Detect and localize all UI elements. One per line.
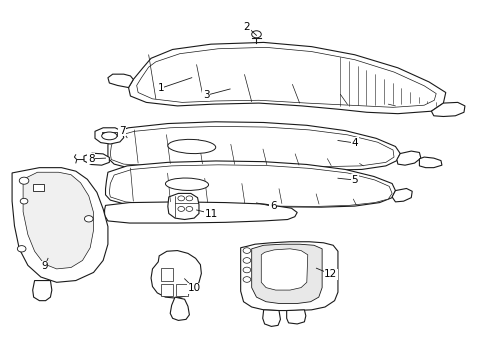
Circle shape: [243, 267, 250, 273]
Polygon shape: [12, 168, 108, 282]
Polygon shape: [262, 310, 280, 327]
Polygon shape: [137, 48, 435, 107]
Circle shape: [185, 207, 192, 211]
Polygon shape: [240, 242, 337, 311]
Polygon shape: [396, 151, 420, 165]
Circle shape: [251, 31, 261, 38]
Polygon shape: [128, 42, 445, 114]
Text: 1: 1: [157, 83, 163, 93]
Polygon shape: [108, 74, 133, 87]
Polygon shape: [160, 284, 172, 296]
Polygon shape: [391, 189, 411, 202]
Ellipse shape: [167, 139, 215, 154]
Polygon shape: [160, 268, 172, 280]
Polygon shape: [23, 172, 93, 269]
Circle shape: [178, 196, 184, 201]
Text: 4: 4: [351, 138, 357, 148]
Text: 11: 11: [204, 208, 217, 219]
Text: 10: 10: [187, 283, 201, 293]
Polygon shape: [104, 202, 297, 223]
Polygon shape: [110, 126, 393, 167]
Circle shape: [17, 246, 26, 252]
Circle shape: [178, 207, 184, 211]
Circle shape: [243, 258, 250, 263]
Circle shape: [185, 196, 192, 201]
Circle shape: [243, 277, 250, 282]
Polygon shape: [84, 153, 109, 165]
Polygon shape: [33, 280, 52, 301]
Polygon shape: [151, 251, 201, 298]
Text: 6: 6: [269, 202, 276, 211]
Ellipse shape: [165, 178, 208, 190]
Circle shape: [19, 177, 29, 184]
Polygon shape: [108, 122, 399, 170]
Polygon shape: [167, 193, 199, 220]
Text: 2: 2: [243, 22, 250, 32]
Circle shape: [20, 198, 28, 204]
Text: 5: 5: [351, 175, 357, 185]
Polygon shape: [33, 184, 44, 191]
Polygon shape: [430, 102, 464, 117]
Text: 12: 12: [324, 269, 337, 279]
Text: 9: 9: [41, 261, 48, 271]
Polygon shape: [419, 157, 441, 168]
Polygon shape: [105, 161, 395, 207]
Text: 7: 7: [119, 126, 125, 136]
Text: 8: 8: [88, 154, 94, 164]
Polygon shape: [261, 249, 307, 290]
Ellipse shape: [102, 132, 117, 140]
Polygon shape: [251, 244, 322, 303]
Circle shape: [84, 216, 93, 222]
Polygon shape: [170, 297, 189, 320]
Polygon shape: [176, 284, 188, 296]
Polygon shape: [286, 310, 305, 324]
Polygon shape: [95, 128, 123, 144]
Text: 3: 3: [203, 90, 209, 100]
Circle shape: [243, 248, 250, 253]
Polygon shape: [109, 165, 391, 207]
